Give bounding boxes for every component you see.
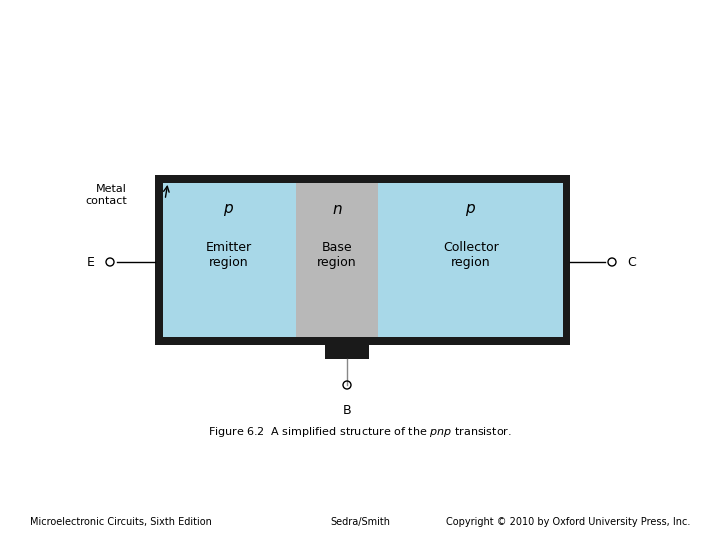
- Text: Sedra/Smith: Sedra/Smith: [330, 517, 390, 527]
- Bar: [155, 175, 570, 345]
- Text: Microelectronic Circuits, Sixth Edition: Microelectronic Circuits, Sixth Edition: [30, 517, 212, 527]
- Text: Figure 6.2  A simplified structure of the $\mathit{pnp}$ transistor.: Figure 6.2 A simplified structure of the…: [208, 425, 512, 439]
- Text: $p$: $p$: [223, 202, 235, 218]
- Text: Collector
region: Collector region: [443, 241, 499, 269]
- Bar: [163, 183, 296, 337]
- Text: Copyright © 2010 by Oxford University Press, Inc.: Copyright © 2010 by Oxford University Pr…: [446, 517, 690, 527]
- Text: Emitter
region: Emitter region: [206, 241, 252, 269]
- Text: Base
region: Base region: [318, 241, 357, 269]
- Text: Metal
contact: Metal contact: [85, 184, 127, 206]
- Text: $p$: $p$: [466, 202, 477, 218]
- Bar: [325, 337, 369, 359]
- Text: $n$: $n$: [332, 202, 342, 218]
- Text: C: C: [627, 255, 636, 268]
- Text: B: B: [343, 404, 351, 417]
- Bar: [296, 183, 378, 337]
- Bar: [378, 183, 563, 337]
- Text: E: E: [87, 255, 95, 268]
